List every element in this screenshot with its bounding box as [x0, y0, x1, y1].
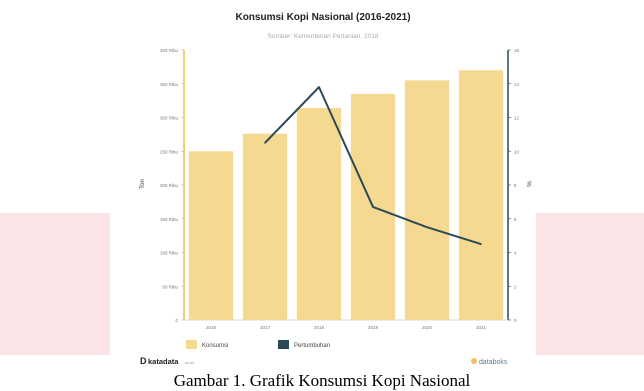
y-tick-label: 350 Ribu: [160, 82, 179, 87]
legend-label-konsumsi: Konsumsi: [202, 343, 228, 349]
y-tick-label: 0: [175, 318, 178, 323]
y2-axis-label: %: [525, 181, 532, 187]
legend-swatch-pertumbuhan: [278, 340, 289, 349]
chart-svg: Konsumsi Kopi Nasional (2016-2021) Sumbe…: [140, 12, 532, 366]
x-tick-label: 2017: [260, 325, 271, 330]
y-tick-label: 50 Ribu: [162, 284, 178, 289]
bar-2017: [242, 133, 288, 320]
y2-tick-label: 0: [514, 318, 517, 323]
katadata-logo: katadata: [148, 357, 179, 366]
y2-tick-label: 14: [514, 82, 520, 87]
y2-tick-label: 10: [514, 149, 520, 154]
y-tick-label: 400 Ribu: [160, 48, 179, 53]
chart-subtitle: Sumber: Kementerian Pertanian, 2018: [268, 33, 379, 40]
pertumbuhan-point: [426, 226, 428, 228]
y-tick-label: 250 Ribu: [160, 149, 179, 154]
y-tick-label: 150 Ribu: [160, 217, 179, 222]
y-tick-label: 200 Ribu: [160, 183, 179, 188]
x-tick-label: 2019: [368, 325, 379, 330]
pertumbuhan-point: [264, 142, 266, 144]
bar-2021: [458, 70, 504, 320]
chart-card: Konsumsi Kopi Nasional (2016-2021) Sumbe…: [110, 0, 536, 374]
y2-tick-label: 16: [514, 48, 520, 53]
bar-2020: [404, 80, 450, 320]
katadata-logo-mark: D: [140, 356, 147, 366]
katadata-logo-suffix: .co.id: [184, 360, 194, 365]
legend-label-pertumbuhan: Pertumbuhan: [294, 343, 330, 349]
y-tick-label: 100 Ribu: [160, 251, 179, 256]
plot-area: 0 50 Ribu 100 Ribu 150 Ribu 200 Ribu 250 Ribu…: [160, 48, 520, 330]
figure-caption: Gambar 1. Grafik Konsumsi Kopi Nasional: [173, 371, 471, 390]
y-tick-label: 300 Ribu: [160, 116, 179, 121]
bar-2016: [188, 151, 234, 320]
legend-swatch-konsumsi: [186, 340, 197, 349]
y2-tick-label: 8: [514, 183, 517, 188]
pertumbuhan-point: [318, 86, 320, 88]
x-tick-label: 2020: [422, 325, 433, 330]
chart-title: Konsumsi Kopi Nasional (2016-2021): [235, 12, 410, 23]
y-axis-label: Ton: [140, 179, 146, 189]
bar-2018: [296, 108, 342, 320]
y2-tick-label: 2: [514, 284, 517, 289]
pertumbuhan-point: [480, 243, 482, 245]
x-tick-label: 2016: [206, 325, 217, 330]
databoks-icon: [471, 358, 477, 364]
x-tick-label: 2018: [314, 325, 325, 330]
y2-tick-label: 4: [514, 251, 517, 256]
y2-tick-label: 6: [514, 217, 517, 222]
pertumbuhan-point: [372, 206, 374, 208]
databoks-logo: databoks: [479, 359, 508, 366]
y2-tick-label: 12: [514, 116, 520, 121]
x-tick-label: 2021: [476, 325, 487, 330]
